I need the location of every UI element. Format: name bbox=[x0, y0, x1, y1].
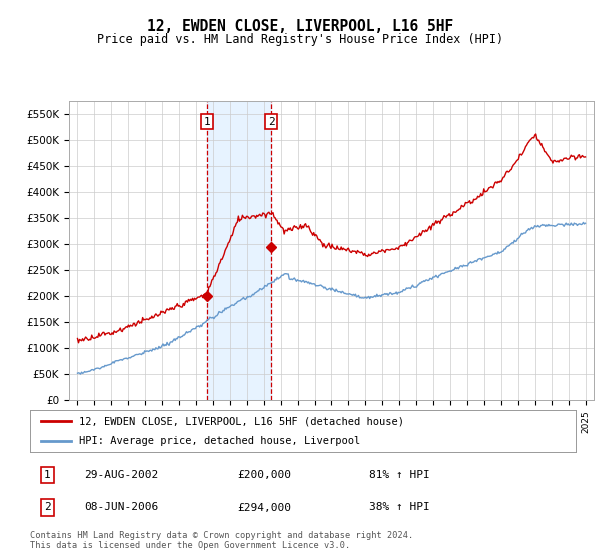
Text: Contains HM Land Registry data © Crown copyright and database right 2024.
This d: Contains HM Land Registry data © Crown c… bbox=[30, 531, 413, 550]
Text: 2: 2 bbox=[268, 116, 275, 127]
Text: 2: 2 bbox=[44, 502, 50, 512]
Text: £294,000: £294,000 bbox=[238, 502, 292, 512]
Text: HPI: Average price, detached house, Liverpool: HPI: Average price, detached house, Live… bbox=[79, 436, 361, 446]
Text: 12, EWDEN CLOSE, LIVERPOOL, L16 5HF: 12, EWDEN CLOSE, LIVERPOOL, L16 5HF bbox=[147, 20, 453, 34]
Text: 12, EWDEN CLOSE, LIVERPOOL, L16 5HF (detached house): 12, EWDEN CLOSE, LIVERPOOL, L16 5HF (det… bbox=[79, 417, 404, 426]
Text: 1: 1 bbox=[204, 116, 211, 127]
Text: 38% ↑ HPI: 38% ↑ HPI bbox=[368, 502, 429, 512]
Text: £200,000: £200,000 bbox=[238, 470, 292, 480]
Text: 08-JUN-2006: 08-JUN-2006 bbox=[85, 502, 159, 512]
Text: Price paid vs. HM Land Registry's House Price Index (HPI): Price paid vs. HM Land Registry's House … bbox=[97, 32, 503, 46]
Text: 81% ↑ HPI: 81% ↑ HPI bbox=[368, 470, 429, 480]
Text: 29-AUG-2002: 29-AUG-2002 bbox=[85, 470, 159, 480]
Text: 1: 1 bbox=[44, 470, 50, 480]
Bar bbox=[207, 101, 271, 400]
